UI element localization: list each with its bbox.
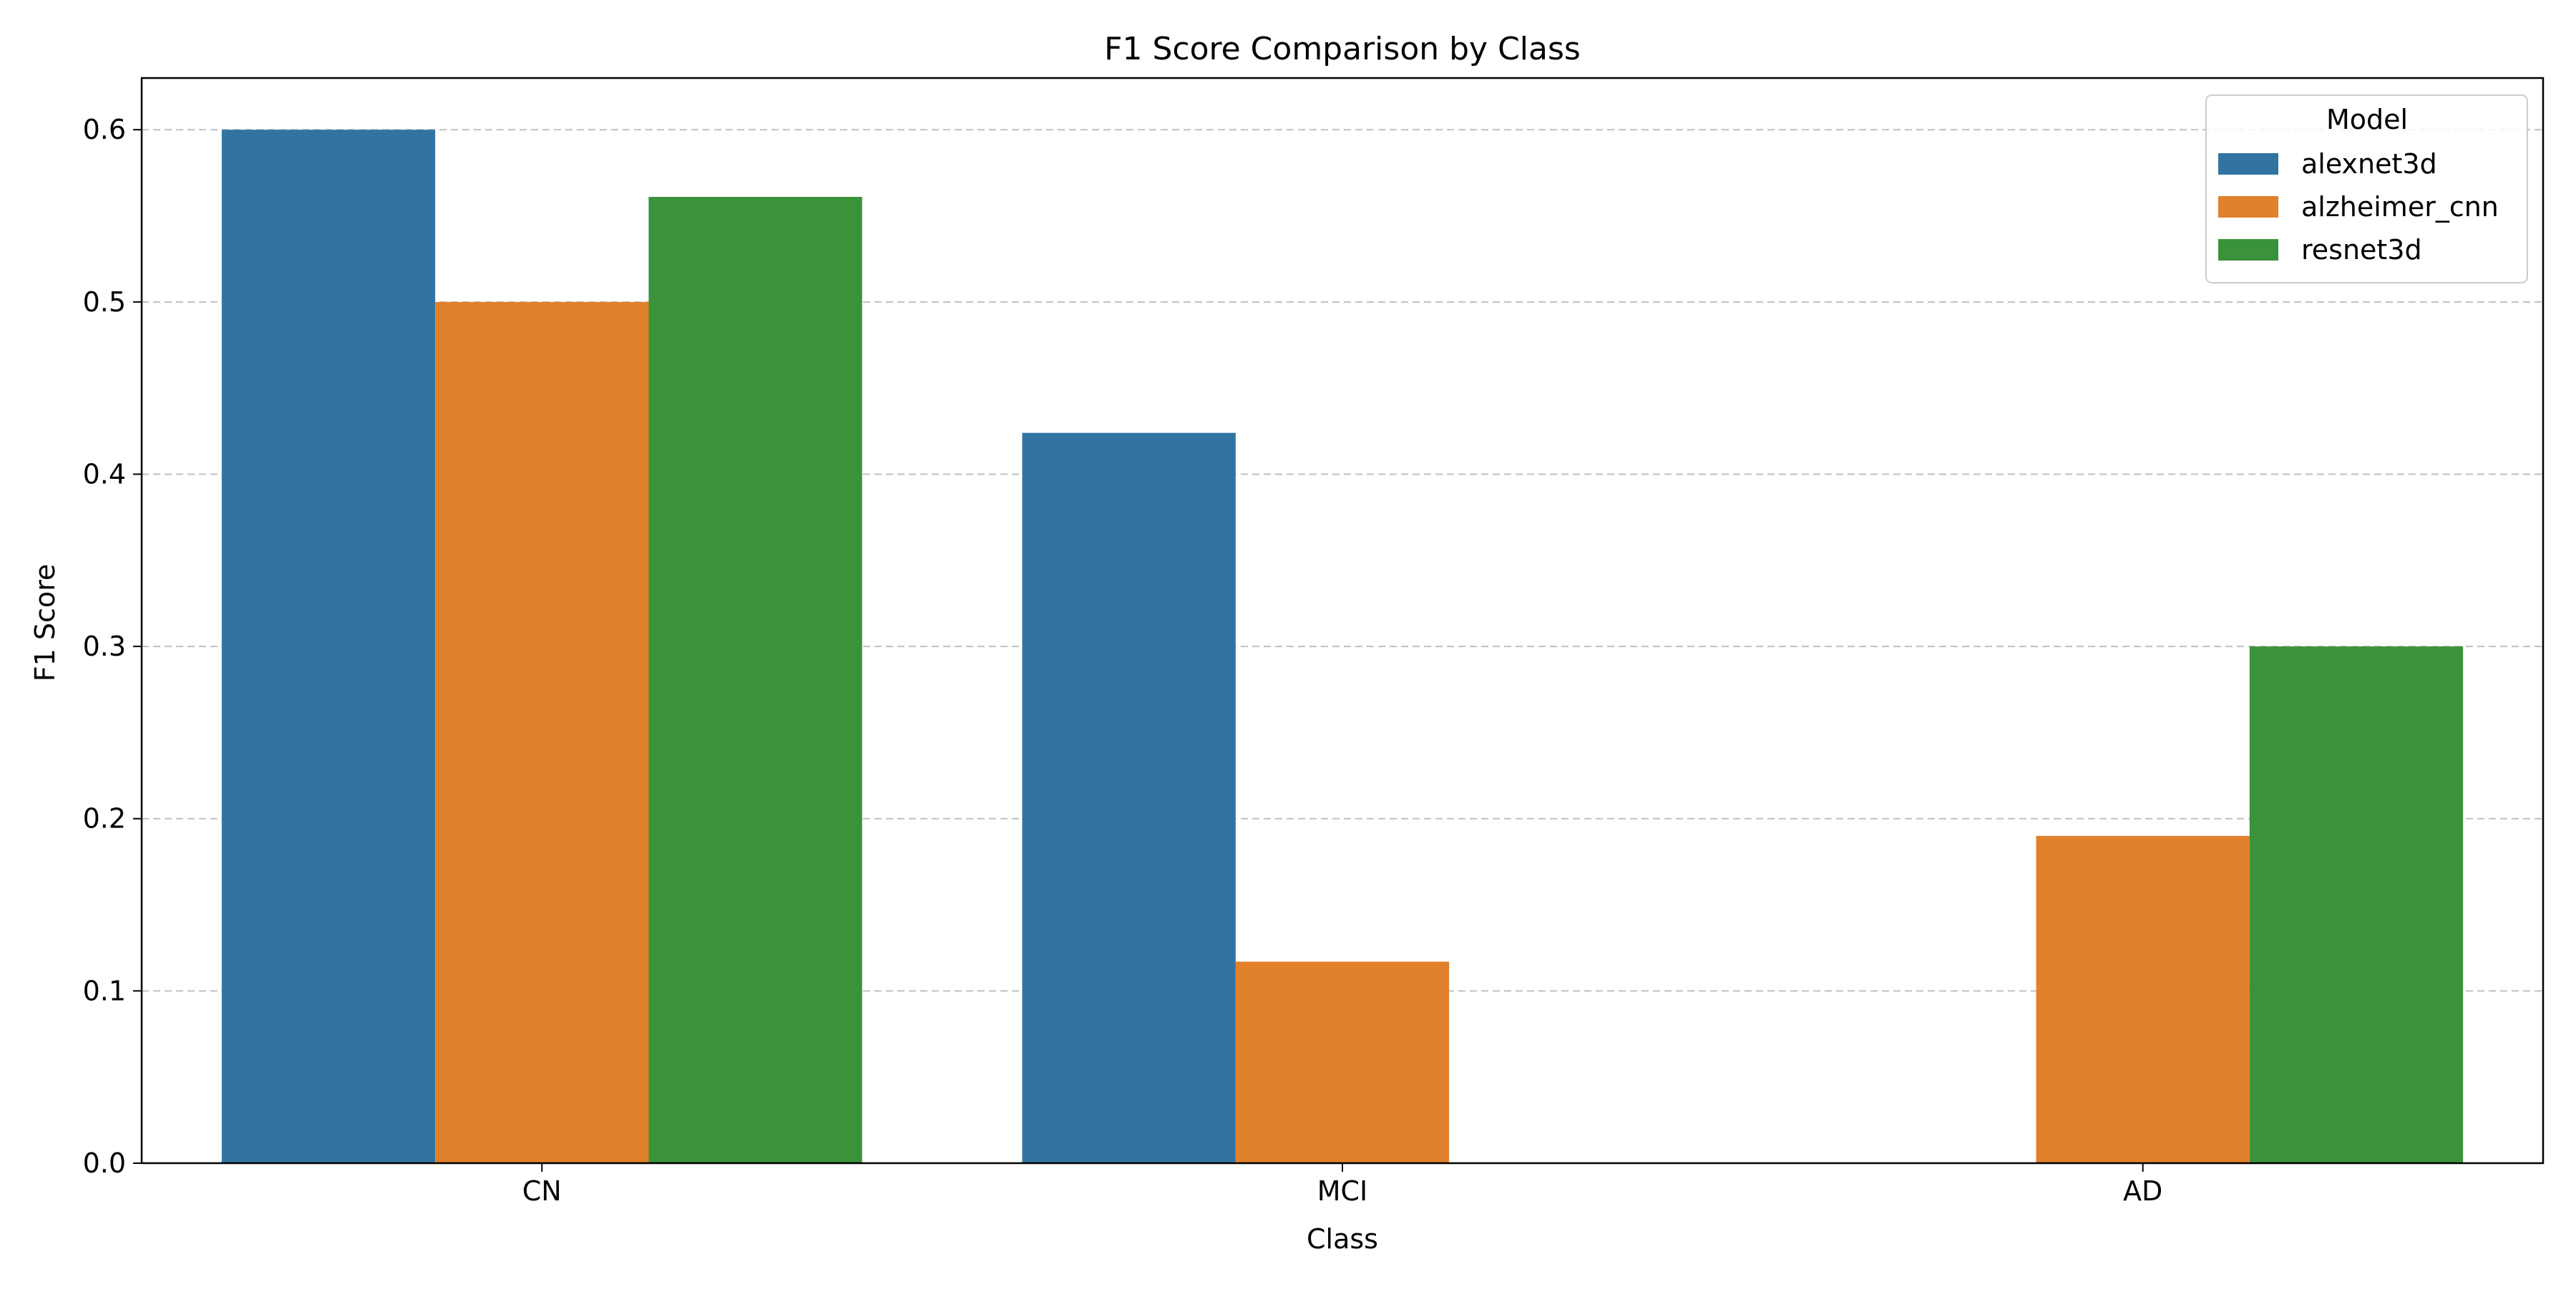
x-ticks: CN MCI AD [522, 1163, 2162, 1207]
bar-alexnet3d-CN [221, 130, 436, 1164]
x-tick-label: CN [522, 1175, 562, 1207]
y-tick-label: 0.6 [83, 114, 126, 145]
bar-alexnet3d-MCI [1022, 432, 1236, 1163]
y-tick-label: 0.4 [83, 458, 126, 490]
y-tick-label: 0.0 [83, 1147, 126, 1179]
bar-alzheimer_cnn-AD [2036, 835, 2250, 1163]
x-axis-label: Class [1307, 1223, 1378, 1255]
x-tick-label: AD [2123, 1175, 2162, 1207]
y-tick-label: 0.5 [83, 286, 126, 318]
y-axis-label: F1 Score [29, 564, 61, 682]
y-tick-label: 0.1 [83, 975, 126, 1006]
y-tick-label: 0.2 [83, 803, 126, 835]
legend-title: Model [2326, 104, 2408, 135]
bars [221, 130, 2464, 1164]
y-ticks: 0.0 0.1 0.2 0.3 0.4 0.5 0.6 [83, 114, 142, 1179]
chart-title: F1 Score Comparison by Class [1104, 31, 1581, 67]
legend-label-alzheimer_cnn: alzheimer_cnn [2301, 191, 2499, 223]
x-tick-label: MCI [1317, 1175, 1368, 1207]
bar-alzheimer_cnn-MCI [1235, 961, 1450, 1163]
legend-items: alexnet3d alzheimer_cnn resnet3d [2218, 148, 2499, 266]
bar-resnet3d-CN [648, 197, 862, 1163]
legend-swatch-resnet3d [2218, 239, 2278, 261]
legend-swatch-alexnet3d [2218, 153, 2278, 175]
legend-label-alexnet3d: alexnet3d [2301, 148, 2437, 180]
legend-box [2205, 94, 2528, 283]
legend-swatch-alzheimer_cnn [2218, 196, 2278, 218]
legend: Model alexnet3d alzheimer_cnn resnet3d [2205, 94, 2528, 283]
legend-label-resnet3d: resnet3d [2301, 234, 2422, 266]
bar-resnet3d-AD [2249, 646, 2464, 1163]
bar-alzheimer_cnn-CN [435, 301, 649, 1163]
y-tick-label: 0.3 [83, 631, 126, 662]
